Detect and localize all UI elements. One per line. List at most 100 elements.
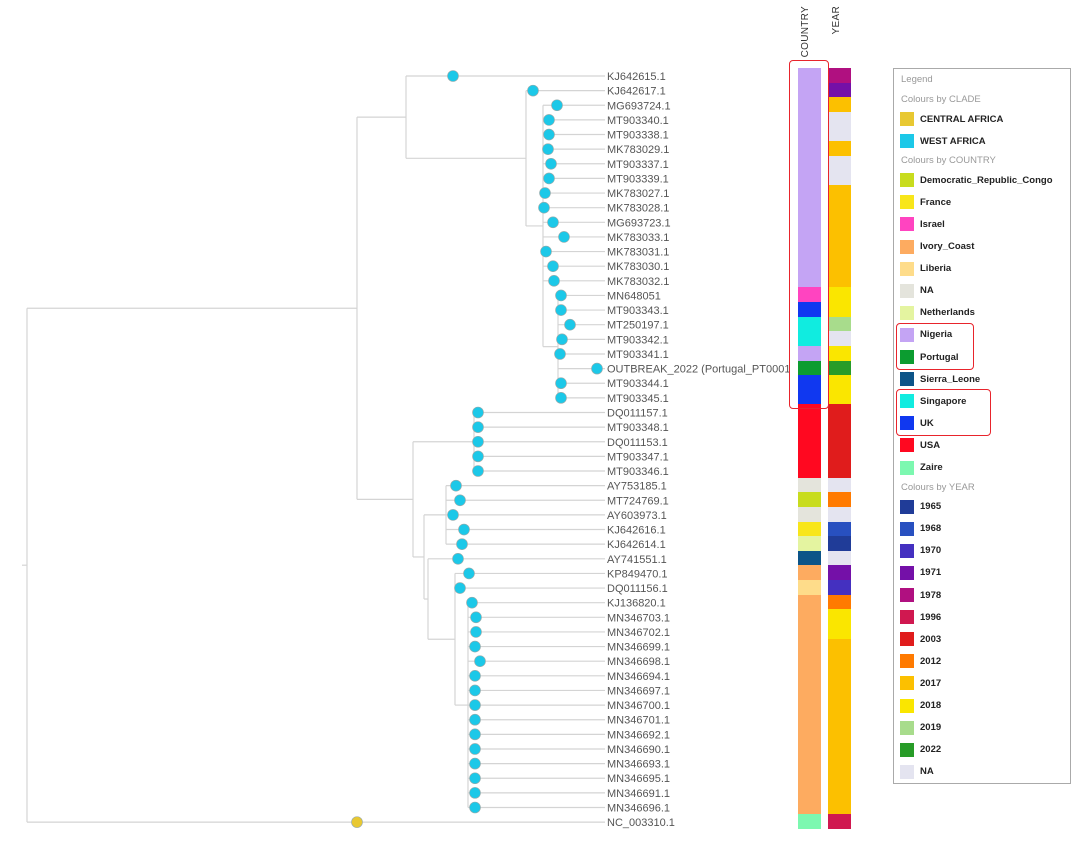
country-strip-cell [798, 653, 821, 669]
legend-label: Singapore [920, 395, 967, 407]
leaf-label: MN346703.1 [607, 612, 670, 624]
country-strip-cell [798, 258, 821, 274]
tip-node-dot [472, 435, 484, 448]
country-strip-cell [798, 506, 821, 522]
legend-section-title: Colours by YEAR [901, 481, 975, 493]
tip-node-dot [469, 757, 481, 770]
legend-swatch [900, 217, 914, 232]
leaf-label: MK783031.1 [607, 247, 669, 259]
legend-label: Nigeria [920, 329, 953, 341]
year-strip-cell [828, 185, 851, 200]
leaf-label: MN346690.1 [607, 744, 670, 756]
legend-label: 2019 [920, 722, 942, 734]
country-strip-cell [798, 521, 821, 537]
legend-label: 2003 [920, 633, 942, 645]
year-strip-cell [828, 258, 851, 274]
year-strip-cell [828, 448, 851, 464]
year-strip-cell [828, 580, 851, 595]
tip-node-dot [591, 362, 603, 375]
tip-node-dot [469, 728, 481, 741]
tip-node-dot [545, 157, 557, 170]
legend-item: France [900, 194, 951, 210]
legend-item: Israel [900, 216, 945, 232]
country-strip-cell [798, 302, 821, 317]
legend-item: Portugal [900, 349, 959, 365]
year-strip-cell [828, 345, 851, 361]
country-strip-cell [798, 492, 821, 508]
tip-node-dot [538, 201, 550, 214]
year-strip-cell [828, 638, 851, 654]
country-strip-cell [798, 799, 821, 815]
tip-node-dot [540, 245, 552, 258]
leaf-label: MT903347.1 [607, 451, 669, 463]
country-strip-cell [798, 594, 821, 610]
country-strip-cell [798, 814, 821, 830]
legend-item: 1965 [900, 499, 941, 515]
year-strip-cell [828, 653, 851, 669]
tip-node-dot [547, 260, 559, 272]
legend-label: 2022 [920, 744, 942, 756]
legend-label: Zaire [920, 462, 943, 473]
tip-node-dot [463, 567, 475, 580]
leaf-label: KJ642617.1 [607, 86, 666, 98]
leaf-label: MN346702.1 [607, 627, 670, 639]
country-strip-cell [798, 784, 821, 800]
year-strip-cell [828, 199, 851, 215]
country-strip-cell [798, 345, 821, 361]
leaf-label: MT903339.1 [607, 173, 669, 185]
legend-swatch [900, 499, 914, 514]
country-strip-cell [798, 389, 821, 405]
legend-label: 1996 [920, 611, 942, 623]
country-strip-cell [798, 82, 821, 98]
leaf-label: NC_003310.1 [607, 817, 675, 829]
legend-swatch [900, 195, 914, 210]
leaf-label: KP849470.1 [607, 568, 668, 580]
legend-item: CENTRAL AFRICA [900, 111, 1003, 127]
country-strip-cell [798, 272, 821, 288]
country-strip-cell [798, 536, 821, 552]
legend-label: WEST AFRICA [920, 135, 986, 147]
year-strip-cell [828, 302, 851, 317]
year-strip-cell [828, 521, 851, 537]
leaf-label: MT903337.1 [607, 159, 669, 171]
leaf-label: MT724769.1 [607, 495, 669, 507]
year-strip-cell [828, 814, 851, 830]
country-strip-cell [798, 228, 821, 244]
leaf-label: OUTBREAK_2022 (Portugal_PT0001) [607, 364, 790, 376]
legend-label: 1978 [920, 589, 942, 601]
legend-item: NA [900, 283, 934, 299]
legend-item: Democratic_Republic_Congo [900, 172, 1053, 188]
country-strip-cell [798, 638, 821, 654]
tip-node-dot [555, 377, 567, 390]
legend-item: NA [900, 764, 934, 780]
leaf-label: MN346693.1 [607, 759, 670, 771]
year-strip-cell [828, 272, 851, 288]
leaf-label: MN346694.1 [607, 671, 670, 683]
tip-node-dot [469, 743, 481, 755]
leaf-label: MT903343.1 [607, 305, 669, 317]
year-strip-cell [828, 214, 851, 230]
country-strip-cell [798, 375, 821, 391]
legend-section-title: Colours by COUNTRY [901, 155, 996, 167]
leaf-label: MN346701.1 [607, 715, 670, 727]
tip-node-dot [469, 699, 481, 711]
leaf-label: KJ642614.1 [607, 539, 666, 551]
legend-label: France [920, 196, 952, 208]
tip-node-dot [466, 596, 478, 609]
leaf-label: MT903348.1 [607, 422, 669, 434]
tip-node-dot [469, 640, 481, 653]
tip-node-dot [539, 187, 551, 199]
year-strip-cell [828, 316, 851, 332]
country-strip-cell [798, 316, 821, 332]
legend-label: 1968 [920, 523, 942, 535]
leaf-label: MG693723.1 [607, 217, 671, 229]
legend-swatch [900, 173, 914, 188]
legend-item: Netherlands [900, 305, 975, 321]
country-strip-cell [798, 419, 821, 434]
leaf-label: AY753185.1 [607, 481, 667, 493]
leaf-label: MK783030.1 [607, 261, 669, 273]
legend-swatch [900, 394, 914, 409]
legend-label: USA [920, 439, 941, 451]
legend-item: 1970 [900, 543, 941, 559]
tip-node-dot [469, 801, 481, 814]
